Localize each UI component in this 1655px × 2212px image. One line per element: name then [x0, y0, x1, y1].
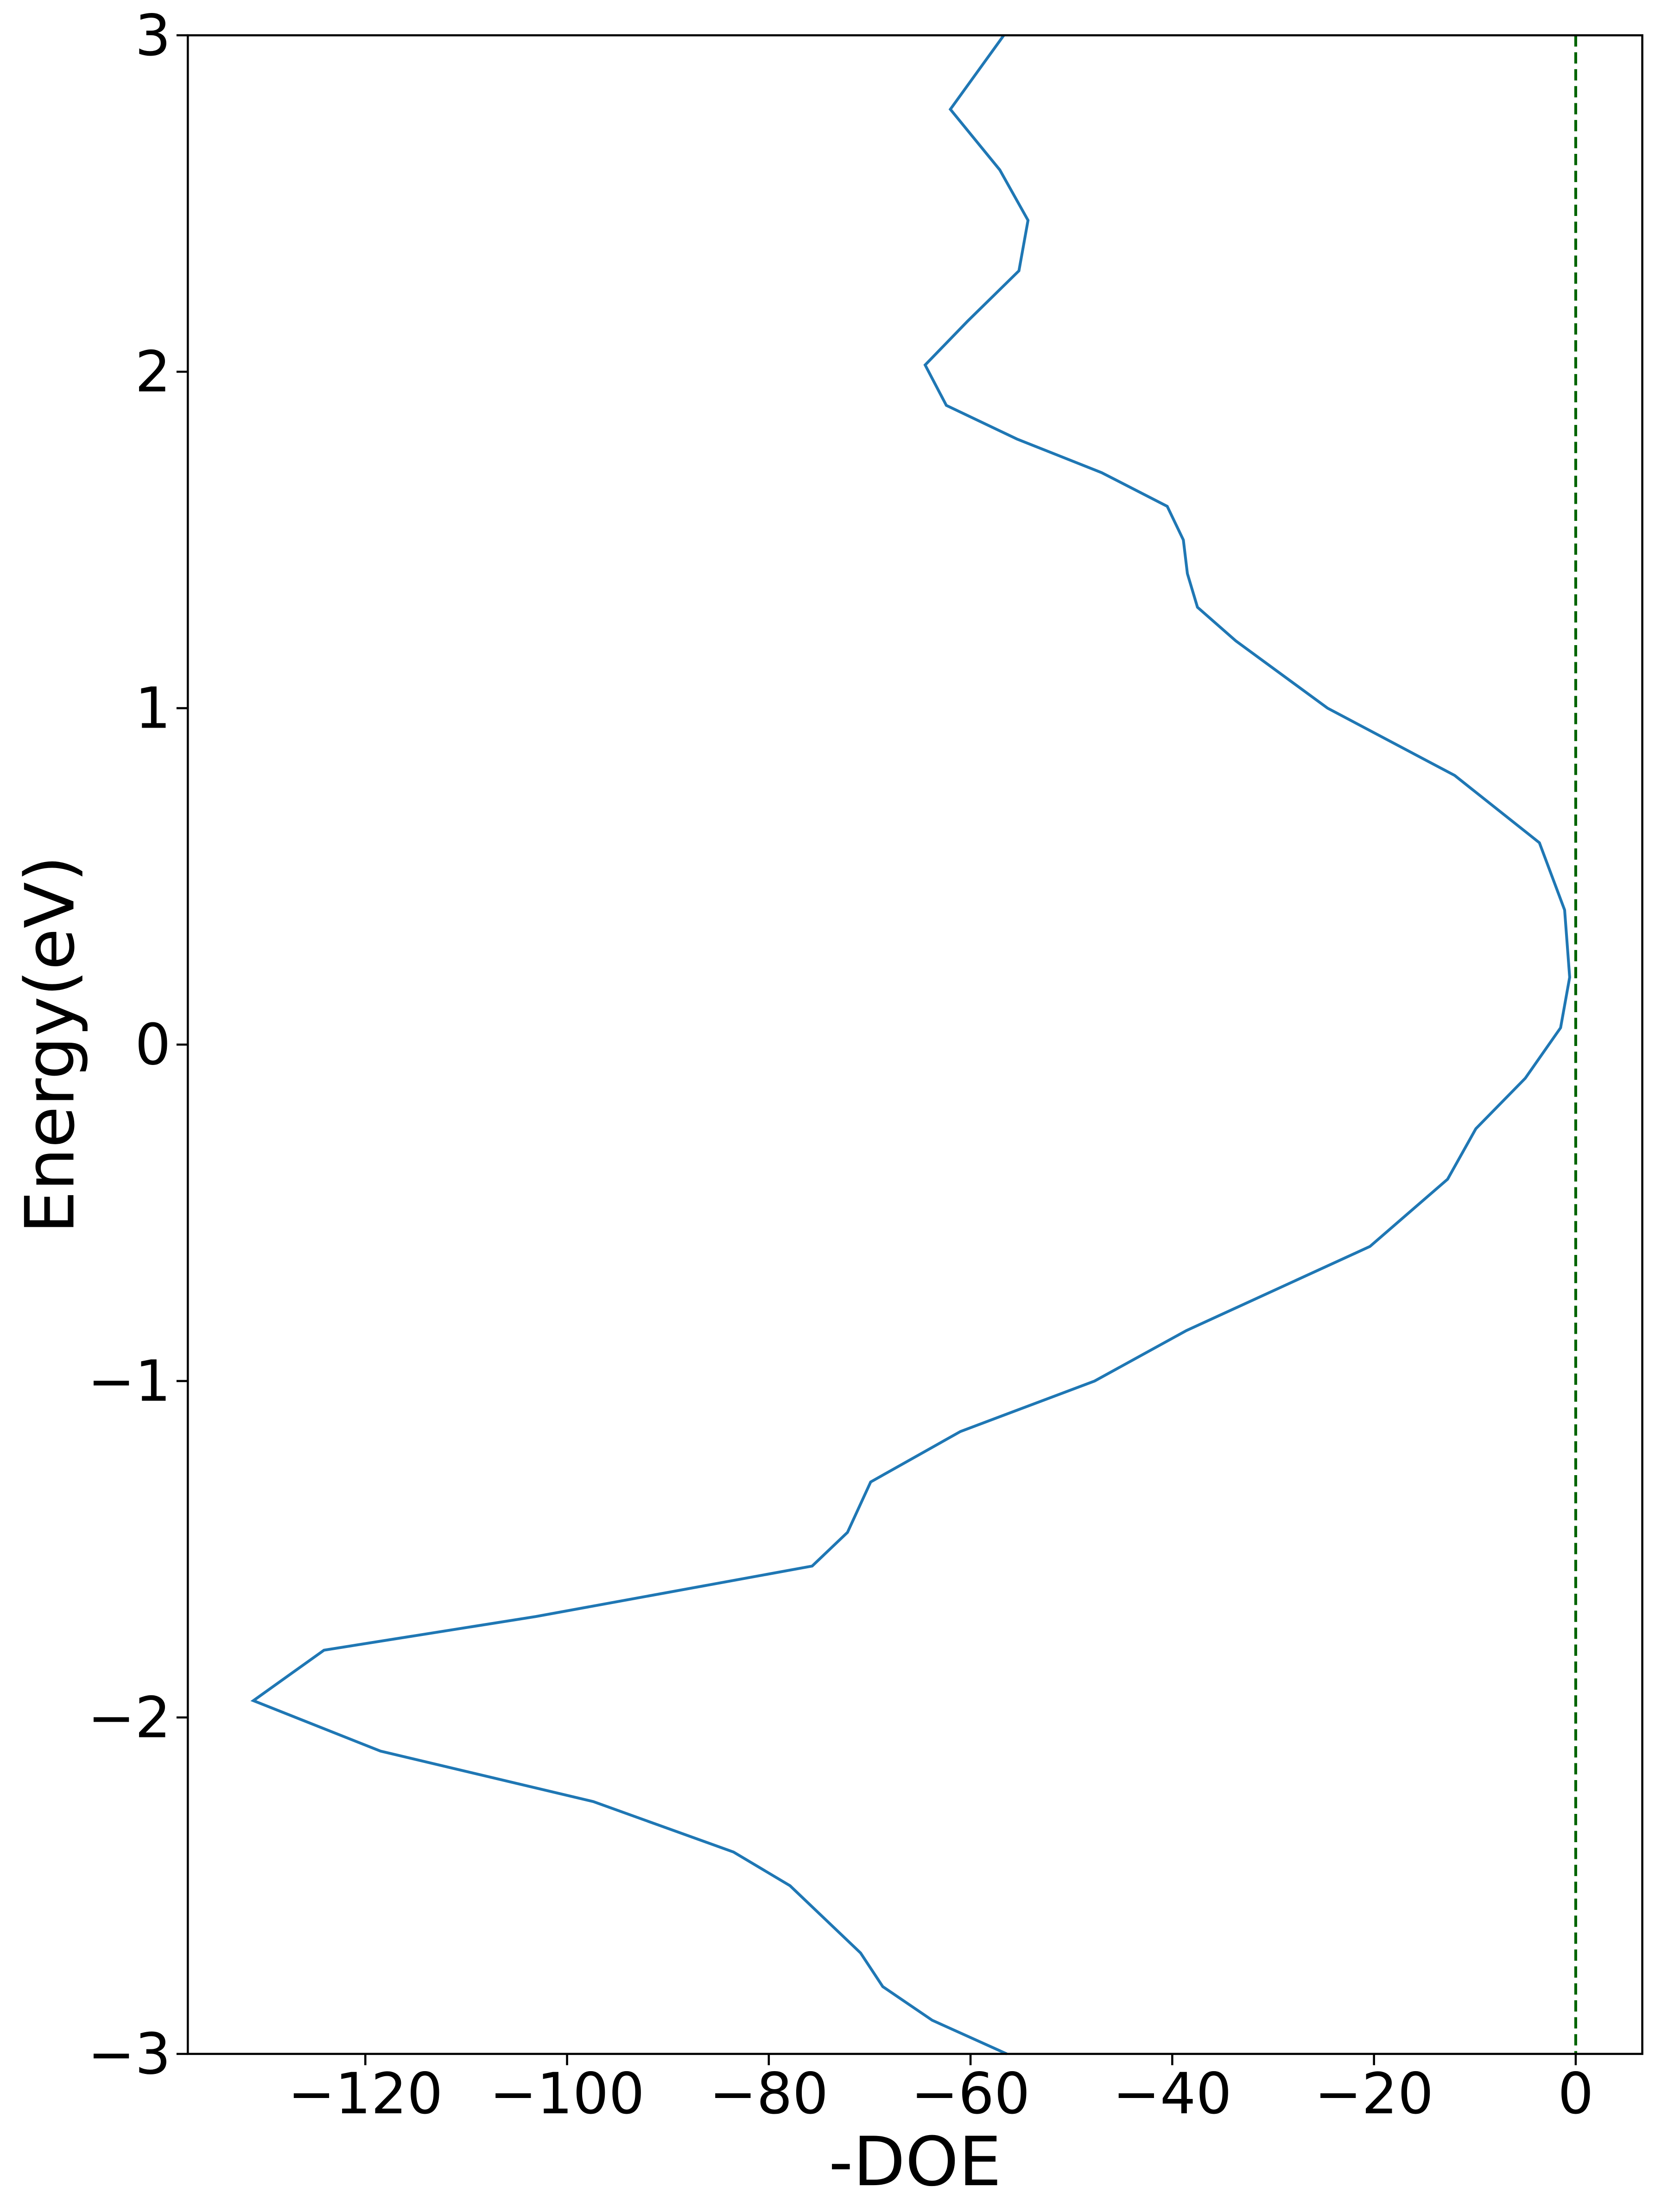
y-tick-label: 3 — [135, 3, 171, 69]
x-tick-label: −20 — [1314, 2061, 1433, 2127]
y-tick-label: 1 — [135, 676, 171, 742]
dos-line — [250, 34, 1571, 2055]
x-axis-label: -DOE — [829, 2123, 1002, 2201]
x-tick-label: −60 — [911, 2061, 1030, 2127]
plot-frame — [186, 34, 1643, 2055]
y-tick-label: 2 — [135, 339, 171, 405]
y-tick-label: 0 — [135, 1012, 171, 1078]
y-tick-label: −1 — [88, 1349, 171, 1414]
y-tick-label: −2 — [88, 1685, 171, 1751]
x-tick-label: −120 — [288, 2061, 443, 2127]
y-axis-label: Energy(eV) — [11, 856, 89, 1234]
x-tick-label: −40 — [1113, 2061, 1232, 2127]
x-tick-label: −100 — [489, 2061, 645, 2127]
x-tick-label: 0 — [1558, 2061, 1594, 2127]
y-tick-label: −3 — [88, 2022, 171, 2087]
x-tick-label: −80 — [709, 2061, 828, 2127]
